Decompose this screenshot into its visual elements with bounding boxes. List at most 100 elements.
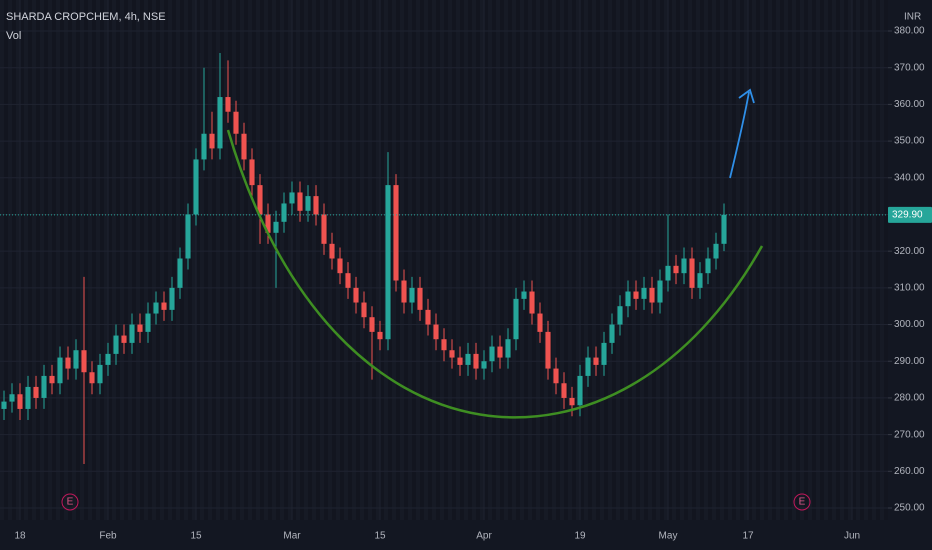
candle-body [569,397,575,406]
candle-body [361,302,367,318]
candle-body [73,350,79,369]
candle-body [625,291,631,307]
last-price-label: 329.90 [892,209,923,220]
y-tick-label: 350.00 [894,136,925,147]
candle-body [217,97,223,149]
candle-body [649,287,655,303]
y-tick-label: 250.00 [894,503,925,514]
earnings-marker[interactable] [61,493,79,511]
candle-body [25,386,31,409]
x-tick-label: 18 [14,531,26,542]
candle-body [289,192,295,204]
candle-body [545,331,551,369]
candle-body [313,196,319,215]
candle-body [665,265,671,281]
candle-body [33,386,39,398]
candle-body [17,394,23,409]
candle-body [257,185,263,215]
candle-body [473,353,479,369]
candle-body [201,133,207,160]
candle-body [481,361,487,369]
earnings-marker[interactable] [793,493,811,511]
y-tick-label: 290.00 [894,356,925,367]
candle-body [65,357,71,369]
candle-body [377,331,383,340]
candle-body [233,111,239,134]
candle-body [297,192,303,211]
candle-body [441,339,447,351]
x-tick-label: Feb [99,531,117,542]
earnings-label[interactable]: E [67,497,74,508]
candle-body [89,372,95,384]
y-tick-label: 260.00 [894,466,925,477]
candle-body [281,203,287,222]
x-tick-label: Mar [283,531,301,542]
candle-body [417,287,423,310]
candle-body [601,342,607,365]
y-tick-label: 300.00 [894,319,925,330]
candle-body [329,243,335,259]
candle-body [537,313,543,332]
y-tick-label: 310.00 [894,282,925,293]
candle-body [1,401,7,409]
candle-body [169,287,175,310]
x-tick-label: Jun [844,531,860,542]
candle-body [673,265,679,274]
candle-body [177,258,183,288]
x-tick-label: 15 [374,531,386,542]
candle-body [433,324,439,340]
y-tick-label: 270.00 [894,429,925,440]
candle-body [697,273,703,288]
candle-body [529,291,535,314]
candle-body [393,185,399,281]
candle-body [369,317,375,332]
cup-curve [226,129,764,419]
x-tick-label: 19 [574,531,586,542]
candle-body [641,287,647,299]
candle-body [129,324,135,343]
candle-body [585,357,591,376]
arrow-head [738,88,755,104]
candle-body [9,394,15,402]
y-tick-label: 280.00 [894,393,925,404]
price-axis [888,0,932,550]
candle-body [489,346,495,362]
candle-body [97,364,103,384]
y-tick-label: 380.00 [894,26,925,37]
candle-body [121,335,127,343]
x-tick-label: Apr [476,531,492,542]
candle-body [657,280,663,303]
candle-body [145,313,151,332]
candle-body [249,159,255,186]
chart-title: SHARDA CROPCHEM, 4h, NSE [6,11,166,23]
candle-body [633,291,639,299]
candle-body [521,291,527,299]
candle-body [321,214,327,244]
candle-body [137,324,143,332]
earnings-label[interactable]: E [799,497,806,508]
candle-body [105,353,111,365]
plot-background [0,0,888,520]
target-arrow [729,91,750,179]
candle-body [273,221,279,233]
candle-body [561,383,567,398]
candle-body [209,133,215,149]
candle-body [305,196,311,211]
candle-body [113,335,119,354]
x-tick-label: 15 [190,531,202,542]
y-tick-label: 370.00 [894,62,925,73]
x-tick-label: May [659,531,678,542]
candle-body [81,350,87,373]
currency-label: INR [904,12,921,23]
candle-body [513,298,519,340]
candle-body [57,357,63,384]
candle-body [449,350,455,358]
candle-body [577,375,583,406]
candle-body [593,357,599,365]
candle-body [425,309,431,325]
candle-body [409,287,415,303]
candle-body [713,243,719,259]
candle-body [689,258,695,288]
candle-body [153,302,159,314]
